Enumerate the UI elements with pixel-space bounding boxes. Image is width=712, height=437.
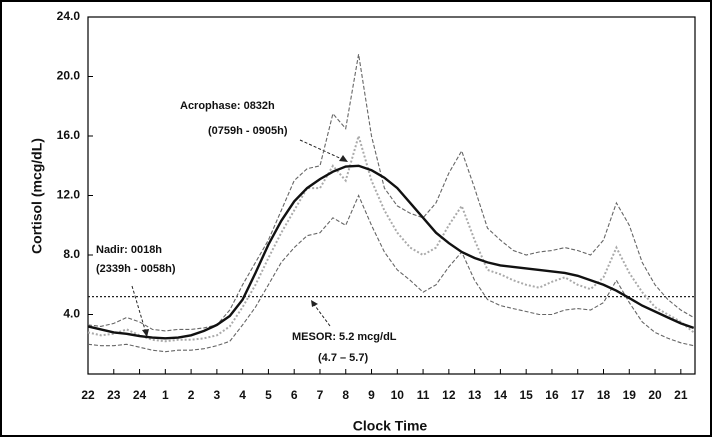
y-tick-label: 16.0 — [57, 128, 81, 142]
x-tick-label: 22 — [81, 388, 95, 402]
arrows — [131, 139, 345, 334]
arrow — [299, 139, 345, 161]
x-tick-label: 3 — [214, 388, 221, 402]
series-line — [87, 164, 695, 340]
x-tick-label: 12 — [442, 388, 456, 402]
x-tick-label: 24 — [133, 388, 147, 402]
x-tick-label: 16 — [545, 388, 559, 402]
arrow — [312, 302, 331, 327]
x-tick-label: 2 — [188, 388, 195, 402]
y-tick-label: 8.0 — [63, 247, 80, 261]
x-tick-label: 20 — [648, 388, 662, 402]
x-tick-label: 7 — [317, 388, 324, 402]
annotation: MESOR: 5.2 mcg/dL — [292, 331, 397, 343]
annotation: (2339h - 0058h) — [96, 263, 176, 275]
x-axis-title: Clock Time — [353, 418, 428, 434]
arrowheads — [142, 155, 348, 337]
arrow — [131, 285, 147, 334]
x-tick-label: 1 — [162, 388, 169, 402]
y-tick-label: 20.0 — [57, 69, 81, 83]
series-line — [87, 54, 694, 332]
x-tick-label: 11 — [417, 388, 430, 402]
x-tick-label: 14 — [494, 388, 508, 402]
x-tick-label: 8 — [342, 388, 349, 402]
x-tick-label: 18 — [597, 388, 611, 402]
plot-area — [87, 16, 696, 375]
y-tick-label: 24.0 — [57, 9, 81, 23]
arrowhead — [339, 155, 348, 162]
annotation: (4.7 – 5.7) — [318, 352, 368, 364]
x-tick-label: 13 — [468, 388, 482, 402]
y-tick-label: 4.0 — [63, 307, 80, 321]
arrowhead — [142, 329, 149, 337]
x-tick-label: 21 — [674, 388, 688, 402]
annotation: (0759h - 0905h) — [208, 125, 288, 137]
annotation: Nadir: 0018h — [96, 244, 162, 256]
annotation: Acrophase: 0832h — [180, 100, 275, 112]
x-tick-label: 15 — [519, 388, 533, 402]
x-tick-label: 6 — [291, 388, 298, 402]
x-tick-label: 17 — [571, 388, 585, 402]
x-tick-label: 19 — [623, 388, 637, 402]
x-tick-label: 23 — [107, 388, 121, 402]
x-tick-label: 9 — [368, 388, 375, 402]
arrowhead — [311, 300, 318, 307]
series-line — [87, 132, 695, 343]
series-line — [87, 194, 694, 353]
x-tick-label: 5 — [265, 388, 272, 402]
y-axis-title: Cortisol (mcg/dL) — [29, 138, 45, 254]
x-tick-label: 10 — [391, 388, 405, 402]
x-tick-label: 4 — [239, 388, 246, 402]
y-tick-label: 12.0 — [57, 188, 81, 202]
